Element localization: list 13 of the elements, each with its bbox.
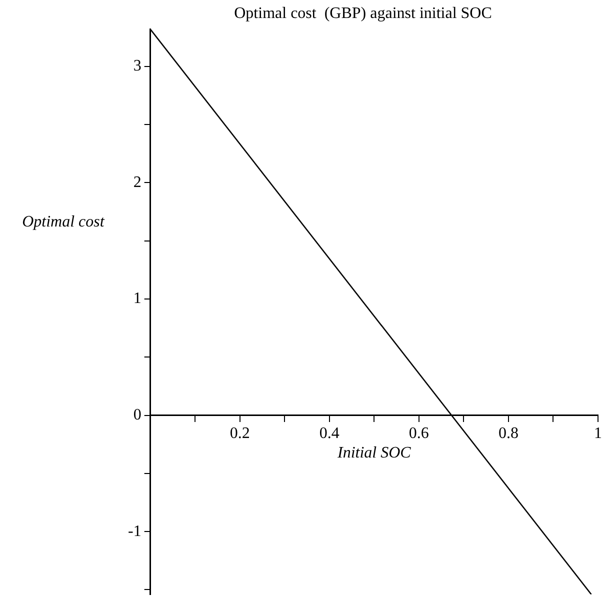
y-tick-label: -1 bbox=[128, 522, 142, 540]
y-tick-label: 3 bbox=[133, 58, 142, 75]
chart-title: Optimal cost (GBP) against initial SOC bbox=[234, 4, 492, 22]
x-tick-label: 0.8 bbox=[498, 425, 518, 442]
x-tick-label: 0.4 bbox=[319, 425, 340, 442]
y-axis-title: Optimal cost bbox=[22, 213, 105, 230]
x-tick-label: 0.2 bbox=[230, 425, 250, 442]
x-tick-label: 1 bbox=[594, 425, 602, 442]
y-tick-label: 1 bbox=[133, 290, 142, 308]
x-tick-label: 0.6 bbox=[408, 425, 429, 442]
x-axis-title: Initial SOC bbox=[336, 444, 412, 462]
y-tick-label: 2 bbox=[133, 174, 142, 191]
y-tick-label: 0 bbox=[133, 406, 142, 424]
